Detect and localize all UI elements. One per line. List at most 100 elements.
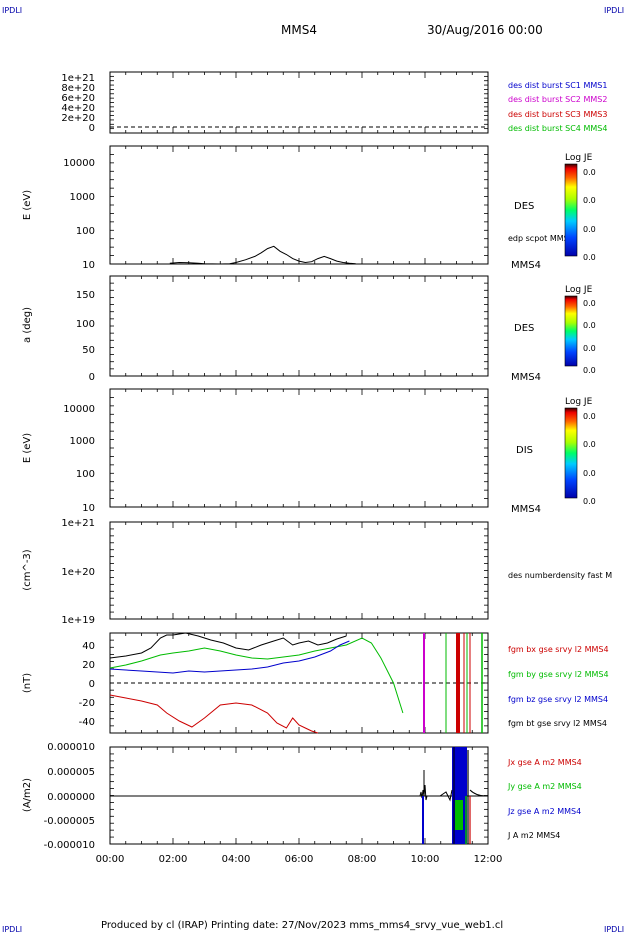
p2-species: DES — [514, 201, 534, 212]
spacecraft-title: MMS4 — [281, 23, 317, 37]
p1-ytick-5: 0 — [89, 123, 95, 134]
cb1-tick-1: 0.0 — [583, 196, 596, 205]
p7-legend-3: J A m2 MMS4 — [507, 831, 560, 840]
xtick-1: 02:00 — [159, 854, 188, 865]
fgm-series-3 — [109, 632, 347, 659]
xtick-5: 10:00 — [411, 854, 440, 865]
fgm-series-2 — [109, 640, 350, 674]
p7-ytick-1: 0.000005 — [47, 767, 95, 778]
edp-scpot-line — [169, 245, 356, 265]
panel-frame-2 — [109, 145, 489, 265]
p7-legend-1: Jy gse A m2 MMS4 — [507, 782, 582, 791]
p3-species: DES — [514, 323, 534, 334]
current-burst-5 — [455, 800, 463, 830]
cb2-title: Log JE — [565, 285, 593, 295]
p2-ytick-3: 10 — [82, 260, 95, 271]
corner-label-left: IPDLI — [2, 6, 22, 15]
p5-legend: des numberdensity fast M — [508, 571, 612, 580]
footer-corner-right: IPDLI — [604, 925, 624, 934]
p6-ylabel: (nT) — [22, 673, 33, 693]
p1-ytick-4: 2e+20 — [61, 113, 95, 124]
p1-ytick-0: 1e+21 — [61, 73, 95, 84]
panel-frame-5 — [109, 521, 489, 620]
p5-ylabel: (cm^-3) — [22, 549, 33, 590]
p1-ytick-1: 8e+20 — [61, 83, 95, 94]
p4-sc: MMS4 — [511, 504, 541, 515]
p3-sc: MMS4 — [511, 372, 541, 383]
p5-ytick-2: 1e+19 — [61, 615, 95, 626]
p7-ytick-0: 0.000010 — [47, 742, 95, 753]
panel-density: (cm^-3) 1e+21 1e+20 1e+19 des numberdens… — [22, 518, 612, 626]
p1-legend-1: des dist burst SC2 MMS2 — [508, 95, 607, 104]
footer-corner-left: IPDLI — [2, 925, 22, 934]
panel-burst-dist: 1e+21 8e+20 6e+20 4e+20 2e+20 0 des dist… — [61, 73, 607, 134]
fgm-series-1 — [109, 637, 404, 714]
p2-sc: MMS4 — [511, 260, 541, 271]
corner-label-right: IPDLI — [604, 6, 624, 15]
p6-legend-0: fgm bx gse srvy l2 MMS4 — [508, 645, 609, 654]
p6-ytick-4: -40 — [79, 717, 95, 728]
current-burst-11 — [439, 789, 453, 802]
p1-legend-3: des dist burst SC4 MMS4 — [508, 124, 607, 133]
panel-frame-4 — [109, 388, 489, 508]
cb2-tick-2: 0.0 — [583, 344, 596, 353]
p3-ytick-2: 50 — [82, 345, 95, 356]
current-bursts — [419, 747, 487, 844]
cb3-bar — [564, 407, 578, 499]
panel-current: (A/m2) 0.000010 0.000005 0.000000 -0.000… — [22, 742, 582, 851]
p7-legend-0: Jx gse A m2 MMS4 — [507, 758, 582, 767]
p3-ytick-0: 150 — [76, 290, 95, 301]
p6-ytick-1: 20 — [82, 660, 95, 671]
p1-ytick-3: 4e+20 — [61, 103, 95, 114]
p6-ytick-3: -20 — [79, 698, 95, 709]
p4-ytick-0: 10000 — [63, 404, 95, 415]
p5-ytick-1: 1e+20 — [61, 567, 95, 578]
p4-ylabel: E (eV) — [22, 433, 33, 463]
fgm-lines — [109, 632, 404, 734]
p2-ytick-2: 100 — [76, 226, 95, 237]
cb3-tick-3: 0.0 — [583, 497, 596, 506]
footer-text: Produced by cl (IRAP) Printing date: 27/… — [101, 920, 503, 931]
cb2-tick-3: 0.0 — [583, 366, 596, 375]
fgm-series-0 — [109, 694, 319, 734]
xtick-0: 00:00 — [96, 854, 125, 865]
xtick-3: 06:00 — [285, 854, 314, 865]
colorbar-des-energy: Log JE 0.0 0.0 0.0 0.0 — [564, 153, 596, 262]
p1-legend-2: des dist burst SC3 MMS3 — [508, 110, 607, 119]
p2-ytick-0: 10000 — [63, 158, 95, 169]
cb3-tick-0: 0.0 — [583, 412, 596, 421]
p6-legend-2: fgm bz gse srvy l2 MMS4 — [508, 695, 608, 704]
p3-ytick-3: 0 — [89, 372, 95, 383]
p2-ylabel: E (eV) — [22, 190, 33, 220]
panel-dis-energy: E (eV) 10000 1000 100 10 DIS MMS4 — [22, 404, 541, 515]
p6-ytick-0: 40 — [82, 641, 95, 652]
cb3-tick-1: 0.0 — [583, 440, 596, 449]
p2-overlay-label: edp scpot MMS4 — [508, 234, 574, 243]
panel-frame-1 — [109, 71, 489, 134]
fgm-spikes — [423, 633, 483, 733]
cb3-title: Log JE — [565, 397, 593, 407]
cb1-title: Log JE — [565, 153, 593, 163]
p2-ytick-1: 1000 — [70, 192, 95, 203]
p4-ytick-2: 100 — [76, 469, 95, 480]
xtick-6: 12:00 — [474, 854, 503, 865]
p4-ytick-3: 10 — [82, 503, 95, 514]
cb1-tick-3: 0.0 — [583, 253, 596, 262]
p7-legend-2: Jz gse A m2 MMS4 — [507, 807, 581, 816]
colorbar-des-pitch: Log JE 0.0 0.0 0.0 0.0 — [564, 285, 596, 375]
x-axis: 00:00 02:00 04:00 06:00 08:00 10:00 12:0… — [96, 854, 503, 865]
p7-ylabel: (A/m2) — [22, 778, 33, 812]
datetime-title: 30/Aug/2016 00:00 — [427, 23, 543, 37]
cb2-bar — [564, 295, 578, 367]
xtick-2: 04:00 — [222, 854, 251, 865]
p1-legend-0: des dist burst SC1 MMS1 — [508, 81, 607, 90]
cb1-tick-0: 0.0 — [583, 168, 596, 177]
colorbar-dis-energy: Log JE 0.0 0.0 0.0 0.0 — [564, 397, 596, 506]
cb3-tick-2: 0.0 — [583, 469, 596, 478]
cb1-bar — [564, 163, 578, 257]
panel-frames — [109, 71, 489, 845]
p6-legend-1: fgm by gse srvy l2 MMS4 — [508, 670, 609, 679]
panel-frame-3 — [109, 275, 489, 377]
p7-ytick-3: -0.000005 — [44, 816, 95, 827]
